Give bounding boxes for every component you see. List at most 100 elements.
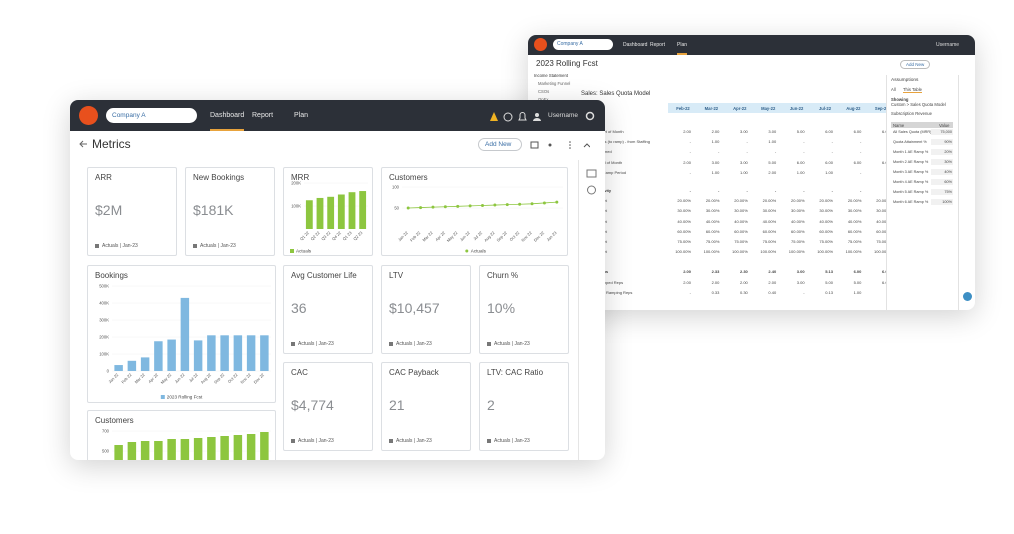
company-select[interactable]: Company A bbox=[553, 39, 613, 50]
bar bbox=[305, 200, 313, 229]
cell: 6.00 bbox=[853, 269, 862, 275]
assumption-name: All Sales Quota (MRR) bbox=[893, 130, 932, 134]
add-new-button[interactable]: Add New bbox=[478, 138, 523, 151]
chart-card[interactable]: MRR 100K 200K Q1 22 Q2 22 Q3 22 Q4 22 Q1 23 Q2 2… bbox=[283, 167, 373, 256]
nav-item[interactable]: Dashboard bbox=[623, 42, 648, 48]
nav-item[interactable]: Report bbox=[252, 112, 274, 119]
point bbox=[530, 202, 534, 206]
more-icon[interactable] bbox=[569, 141, 571, 143]
cell: 2.33 bbox=[711, 269, 720, 275]
assumption-value[interactable]: 30% bbox=[931, 159, 953, 165]
add-new-button[interactable]: Add New bbox=[900, 60, 931, 69]
x-tick-label: Dec 22 bbox=[533, 230, 546, 243]
cell: 3.00 bbox=[768, 129, 777, 134]
cell: 75.00% bbox=[677, 239, 691, 244]
cell: 20.00% bbox=[847, 198, 862, 204]
row-label: Reps End of Month bbox=[588, 159, 623, 165]
chart-card[interactable]: Customers500700Actuals bbox=[87, 410, 276, 460]
kpi-footnote: Actuals | Jan-23 bbox=[487, 341, 530, 347]
bar bbox=[193, 438, 203, 460]
nav-item[interactable]: Report bbox=[650, 42, 666, 48]
print-icon[interactable] bbox=[530, 141, 539, 149]
tab[interactable]: This Table bbox=[903, 87, 923, 93]
collapse-icon[interactable] bbox=[583, 143, 590, 148]
username[interactable]: Username bbox=[936, 42, 960, 48]
bar bbox=[207, 335, 216, 371]
kpi-card[interactable]: LTV $10,457 Actuals | Jan-23 bbox=[381, 265, 471, 354]
logo[interactable] bbox=[79, 106, 98, 125]
column-header-band bbox=[668, 103, 886, 113]
assumption-value[interactable]: 75,000 bbox=[931, 129, 953, 135]
chart: 100K 200K Q1 22 Q2 22 Q3 22 Q4 22 Q1 23 Q2 23 Ac… bbox=[290, 181, 368, 254]
logo[interactable] bbox=[534, 38, 547, 51]
tab[interactable]: All bbox=[891, 87, 896, 92]
settings-icon[interactable] bbox=[585, 111, 595, 121]
assumption-name: Month 6 AE Ramp % bbox=[893, 200, 929, 204]
assumption-name: Month 3 AE Ramp % bbox=[893, 170, 929, 174]
help-button[interactable] bbox=[963, 292, 972, 301]
kpi-card[interactable]: Avg Customer Life 36 Actuals | Jan-23 bbox=[283, 265, 373, 354]
help-icon[interactable] bbox=[503, 112, 513, 122]
cell: 2.00 bbox=[683, 279, 691, 285]
kpi-card[interactable]: ARR $2M Actuals | Jan-23 bbox=[87, 167, 177, 256]
assumption-value[interactable]: 20% bbox=[931, 149, 953, 155]
username[interactable]: Username bbox=[548, 112, 578, 119]
assumption-value[interactable]: 100% bbox=[931, 199, 953, 205]
bar bbox=[337, 194, 345, 229]
kpi-card[interactable]: LTV: CAC Ratio 2 Actuals | Jan-23 bbox=[479, 362, 569, 451]
bar bbox=[220, 335, 229, 371]
cell: 100.00% bbox=[675, 249, 691, 255]
x-tick-label: Q4 22 bbox=[331, 230, 343, 242]
column-header: May-22 bbox=[761, 106, 776, 111]
kpi-card[interactable]: CAC $4,774 Actuals | Jan-23 bbox=[283, 362, 373, 451]
assumption-value[interactable]: 90% bbox=[931, 139, 953, 145]
assumption-value[interactable]: 40% bbox=[931, 169, 953, 175]
kpi-card[interactable]: Churn % 10% Actuals | Jan-23 bbox=[479, 265, 569, 354]
assumption-value[interactable]: 75% bbox=[931, 189, 953, 195]
comment-icon[interactable] bbox=[586, 169, 597, 178]
cell: 20.00% bbox=[876, 198, 890, 204]
cell: 3.00 bbox=[796, 269, 805, 275]
sidebar-item[interactable]: Income Statement bbox=[534, 73, 568, 78]
cell: - bbox=[718, 149, 720, 155]
cell: 100.00% bbox=[732, 249, 748, 255]
legend-swatch bbox=[160, 395, 165, 399]
cell: 2.00 bbox=[768, 279, 777, 285]
point bbox=[542, 201, 546, 205]
nav-item[interactable]: Dashboard bbox=[210, 100, 245, 131]
cell: 3.00 bbox=[711, 159, 720, 165]
bell-icon[interactable] bbox=[518, 112, 527, 121]
cell: 30.00% bbox=[819, 208, 833, 214]
bar bbox=[127, 360, 137, 371]
assumption-value[interactable]: 60% bbox=[931, 179, 953, 185]
x-tick-label: Feb 22 bbox=[409, 230, 422, 243]
sidebar-item[interactable]: Marketing Funnel bbox=[538, 81, 571, 86]
kpi-card[interactable]: New Bookings $181K Actuals | Jan-23 bbox=[185, 167, 275, 256]
cell: 40.00% bbox=[876, 218, 890, 224]
side-icons bbox=[586, 169, 597, 195]
cell: 6.00 bbox=[796, 159, 805, 165]
company-select[interactable]: Company A bbox=[106, 108, 197, 123]
bar bbox=[327, 196, 335, 229]
chart-card[interactable]: Bookings 0 100K 200K 300K 400K 500K Jan 22 Feb 2… bbox=[87, 265, 276, 403]
kpi-card[interactable]: CAC Payback 21 Actuals | Jan-23 bbox=[381, 362, 471, 451]
cell: 20.00% bbox=[762, 198, 777, 204]
kpi-footnote: Actuals | Jan-23 bbox=[291, 438, 334, 444]
warning-icon[interactable] bbox=[490, 112, 498, 121]
cell: 30.00% bbox=[705, 208, 720, 214]
chart-card[interactable]: Customers 50 100 Jan 22 Feb 22 Mar 22 Apr 22 Ma… bbox=[381, 167, 568, 256]
cell: 40.00% bbox=[819, 218, 833, 224]
share-icon[interactable] bbox=[548, 143, 552, 147]
point bbox=[419, 206, 423, 210]
info-icon[interactable] bbox=[587, 185, 596, 195]
y-tick-label: 100K bbox=[99, 352, 109, 357]
nav-item[interactable]: Plan bbox=[294, 112, 309, 119]
nav-item[interactable]: Plan bbox=[677, 35, 688, 55]
kpi-value: $181K bbox=[193, 202, 234, 218]
y-tick-label: 50 bbox=[394, 206, 399, 211]
sidebar-item[interactable]: CSOs bbox=[538, 89, 550, 94]
user-icon[interactable] bbox=[535, 113, 539, 117]
sidebar-item[interactable]: OpEx bbox=[538, 97, 548, 102]
back-arrow[interactable] bbox=[78, 140, 88, 148]
y-tick-label: 100 bbox=[392, 185, 400, 190]
